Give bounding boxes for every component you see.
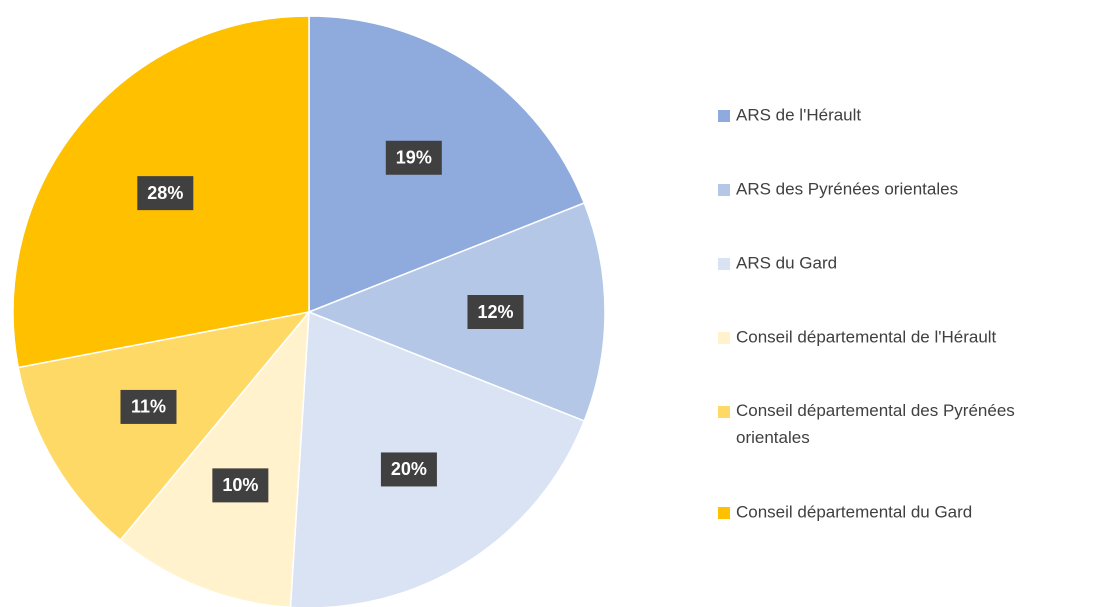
legend-swatch <box>718 332 730 344</box>
data-label-box <box>137 176 194 211</box>
legend-swatch <box>718 184 730 196</box>
data-label-text: 28% <box>147 183 183 203</box>
data-label: 12% <box>467 295 524 329</box>
data-label: 28% <box>137 176 194 211</box>
data-label-text: 19% <box>396 148 432 168</box>
legend-label: ARS des Pyrénées orientales <box>736 179 958 198</box>
data-label: 19% <box>385 140 442 175</box>
legend-swatch <box>718 258 730 270</box>
legend-swatch <box>718 110 730 122</box>
pie-slice <box>119 309 310 607</box>
data-label: 11% <box>120 389 177 424</box>
data-label-box <box>120 389 177 424</box>
legend-label: Conseil départemental du Gard <box>736 502 972 521</box>
data-label-text: 11% <box>131 397 166 417</box>
legend-label: Conseil départemental de l'Hérault <box>736 327 997 346</box>
legend-label: ARS de l'Hérault <box>736 105 861 124</box>
data-label-text: 20% <box>391 459 427 479</box>
pie-slice <box>308 15 586 314</box>
pie-slice <box>289 310 586 607</box>
legend-label: Conseil départemental des Pyrénées orient… <box>736 401 1015 447</box>
data-label-box <box>380 452 437 487</box>
legend-swatch <box>718 507 730 519</box>
data-label-box <box>467 295 524 329</box>
legend-label: ARS du Gard <box>736 253 837 272</box>
pie-slice <box>306 202 606 422</box>
data-label-text: 10% <box>222 475 258 495</box>
data-label-box <box>385 140 442 175</box>
pie-slice <box>17 310 311 542</box>
data-label: 10% <box>212 468 269 503</box>
legend-line: orientales <box>736 428 810 447</box>
data-label-box <box>212 468 269 503</box>
legend-line: Conseil départemental des Pyrénées <box>736 401 1015 420</box>
data-label: 20% <box>380 452 437 487</box>
legend-swatch <box>718 406 730 418</box>
data-label-text: 12% <box>477 302 513 322</box>
